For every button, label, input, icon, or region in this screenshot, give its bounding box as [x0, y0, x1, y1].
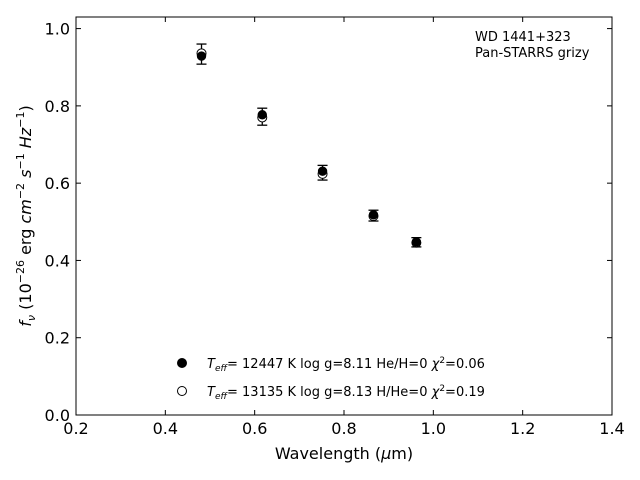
- y-tick-label: 0.6: [45, 174, 70, 193]
- y-tick-label: 0.8: [45, 97, 70, 116]
- y-axis-label: fν (10−26 erg cm−2 s−1 Hz−1): [14, 105, 38, 326]
- legend-teff-1: 12447: [242, 357, 283, 372]
- point-filled: [196, 51, 207, 61]
- legend: Teff= 12447 K log g=8.11 He/H=0 χ2=0.06 …: [177, 356, 485, 402]
- x-axis-label: Wavelength (μm): [275, 444, 413, 463]
- legend-entry-1: Teff= 12447 K log g=8.11 He/H=0 χ2=0.06: [207, 356, 485, 374]
- legend-teff-2: 13135: [242, 385, 283, 400]
- legend-chi2-1: 0.06: [456, 357, 485, 372]
- annotation-object: WD 1441+323: [475, 30, 571, 45]
- y-tick-label: 0.2: [45, 329, 70, 348]
- point-filled: [368, 210, 379, 220]
- legend-logg-2: 8.13: [343, 385, 372, 400]
- x-tick-label: 1.2: [510, 419, 535, 438]
- legend-marker-open: [177, 386, 187, 396]
- legend-logg-1: 8.11: [343, 357, 372, 372]
- data-marks: [196, 43, 422, 248]
- x-tick-label: 0.4: [153, 419, 178, 438]
- legend-entry-2: Teff= 13135 K log g=8.13 H/He=0 χ2=0.19: [207, 384, 485, 402]
- x-tick-label: 0.2: [63, 419, 88, 438]
- x-tick-label: 1.4: [599, 419, 624, 438]
- point-filled: [411, 237, 422, 247]
- x-tick-label: 0.6: [242, 419, 267, 438]
- legend-chi2-2: 0.19: [456, 385, 485, 400]
- point-filled: [257, 110, 267, 120]
- legend-comp-1: He/H=0: [376, 357, 427, 372]
- y-tick-label: 0.0: [45, 406, 70, 425]
- y-tick-label: 1.0: [45, 20, 70, 39]
- annotation-survey: Pan-STARRS grizy: [475, 46, 590, 61]
- axis-ticks: 0.2 0.4 0.6 0.8 1.0 1.2 1.40.00.20.40.60.81.0: [45, 17, 625, 438]
- legend-marker-filled: [177, 358, 187, 368]
- point-filled: [317, 166, 328, 176]
- legend-comp-2: H/He=0: [376, 385, 427, 400]
- plot-frame: [75, 16, 613, 416]
- x-tick-label: 1.0: [421, 419, 446, 438]
- y-tick-label: 0.4: [45, 251, 70, 270]
- x-tick-label: 0.8: [331, 419, 356, 438]
